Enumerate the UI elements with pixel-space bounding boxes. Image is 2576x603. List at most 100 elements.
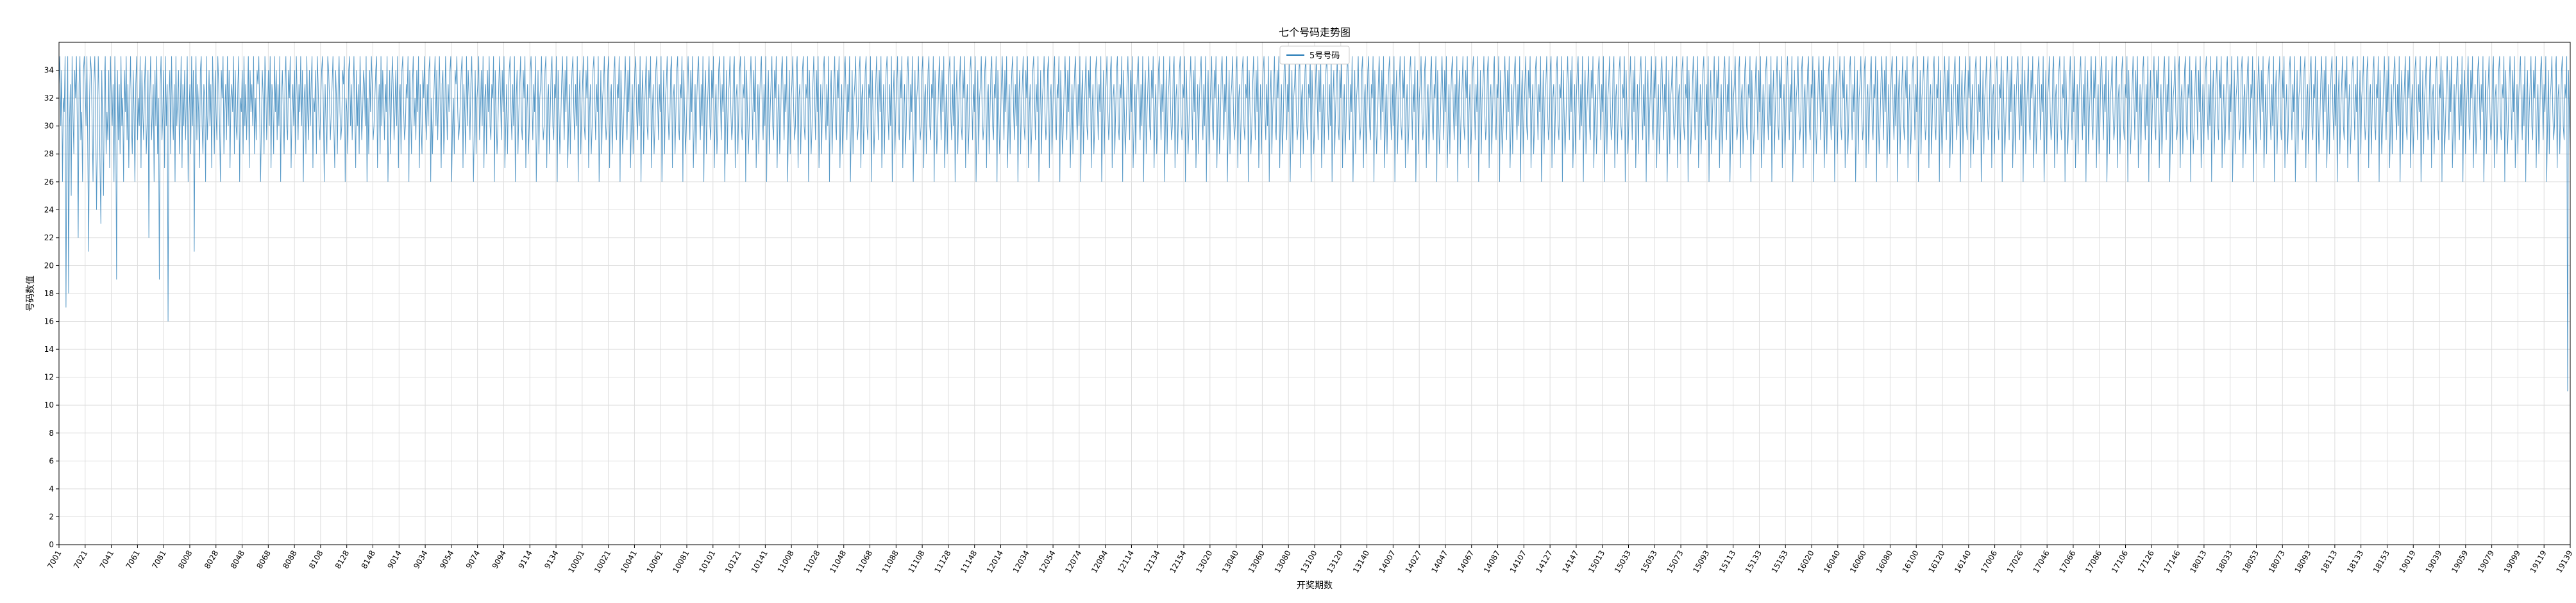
x-tick-label: 16100 bbox=[1901, 549, 1921, 575]
x-tick-label: 17126 bbox=[2136, 549, 2156, 575]
x-tick-label: 17086 bbox=[2084, 549, 2103, 575]
x-tick-label: 15093 bbox=[1691, 549, 1711, 575]
x-tick-label: 18033 bbox=[2214, 549, 2234, 575]
x-tick-label: 10141 bbox=[750, 549, 770, 575]
x-tick-label: 18093 bbox=[2293, 549, 2312, 575]
x-tick-label: 18053 bbox=[2241, 549, 2260, 575]
x-tick-label: 13040 bbox=[1220, 549, 1240, 575]
x-tick-label: 19079 bbox=[2476, 549, 2496, 575]
x-tick-label: 19059 bbox=[2450, 549, 2470, 575]
x-tick-label: 7001 bbox=[46, 549, 63, 570]
y-tick-label: 0 bbox=[49, 540, 54, 549]
y-tick-label: 4 bbox=[49, 484, 54, 493]
x-tick-label: 14107 bbox=[1508, 549, 1528, 575]
x-tick-label: 16020 bbox=[1796, 549, 1815, 575]
x-tick-label: 9134 bbox=[543, 549, 560, 570]
y-tick-label: 24 bbox=[44, 205, 54, 214]
x-tick-label: 11008 bbox=[776, 549, 796, 575]
x-tick-label: 10041 bbox=[619, 549, 639, 575]
x-tick-label: 17146 bbox=[2162, 549, 2182, 575]
x-tick-label: 9094 bbox=[491, 549, 508, 570]
legend: 5号号码 bbox=[1279, 45, 1350, 65]
x-tick-label: 10101 bbox=[697, 549, 717, 575]
y-tick-label: 18 bbox=[44, 289, 54, 298]
x-tick-label: 13020 bbox=[1194, 549, 1214, 575]
x-tick-label: 8048 bbox=[229, 549, 246, 570]
x-tick-label: 15013 bbox=[1587, 549, 1606, 575]
x-tick-label: 8028 bbox=[203, 549, 220, 570]
x-tick-label: 10081 bbox=[671, 549, 691, 575]
plot-frame bbox=[58, 42, 2571, 545]
x-tick-label: 12094 bbox=[1090, 549, 1109, 575]
y-tick-label: 22 bbox=[44, 233, 54, 242]
x-tick-label: 8108 bbox=[307, 549, 324, 570]
x-tick-label: 9034 bbox=[412, 549, 429, 570]
x-tick-label: 17006 bbox=[1979, 549, 1999, 575]
y-tick-label: 32 bbox=[44, 94, 54, 103]
x-tick-label: 11068 bbox=[854, 549, 874, 575]
y-tick-label: 30 bbox=[44, 122, 54, 131]
y-tick-label: 2 bbox=[49, 512, 54, 521]
x-tick-label: 14127 bbox=[1535, 549, 1554, 575]
x-tick-label: 8128 bbox=[333, 549, 351, 570]
x-tick-label: 12034 bbox=[1011, 549, 1031, 575]
x-tick-label: 14147 bbox=[1560, 549, 1580, 575]
x-tick-label: 19119 bbox=[2529, 549, 2548, 575]
x-tick-label: 13100 bbox=[1299, 549, 1318, 575]
x-tick-label: 18133 bbox=[2345, 549, 2365, 575]
grid bbox=[58, 42, 2571, 545]
x-tick-label: 16040 bbox=[1822, 549, 1842, 575]
x-tick-label: 10121 bbox=[723, 549, 743, 575]
x-axis-title: 开奖期数 bbox=[1297, 580, 1333, 591]
x-tick-label: 16080 bbox=[1874, 549, 1894, 575]
x-tick-label: 17046 bbox=[2032, 549, 2051, 575]
x-tick-label: 9114 bbox=[516, 549, 534, 570]
x-tick-label: 11028 bbox=[802, 549, 821, 575]
x-tick-label: 9014 bbox=[385, 549, 403, 570]
x-tick-label: 16140 bbox=[1953, 549, 1973, 575]
x-tick-label: 13140 bbox=[1351, 549, 1371, 575]
x-tick-label: 17106 bbox=[2110, 549, 2130, 575]
legend-box bbox=[1279, 45, 1350, 65]
x-tick-label: 17026 bbox=[2005, 549, 2025, 575]
x-tick-label: 7061 bbox=[124, 549, 142, 570]
x-tick-label: 16120 bbox=[1926, 549, 1946, 575]
x-tick-label: 19039 bbox=[2423, 549, 2443, 575]
y-tick-label: 26 bbox=[44, 178, 54, 186]
x-tick-label: 18113 bbox=[2319, 549, 2339, 575]
x-tick-label: 15073 bbox=[1665, 549, 1685, 575]
x-tick-label: 17066 bbox=[2057, 549, 2077, 575]
x-tick-label: 11048 bbox=[828, 549, 848, 575]
x-tick-label: 7041 bbox=[98, 549, 115, 570]
y-tick-label: 28 bbox=[44, 149, 54, 158]
x-tick-label: 9074 bbox=[464, 549, 482, 570]
x-tick-label: 15113 bbox=[1717, 549, 1737, 575]
x-tick-label: 14047 bbox=[1429, 549, 1449, 575]
x-tick-label: 13060 bbox=[1247, 549, 1267, 575]
x-tick-label: 15133 bbox=[1744, 549, 1764, 575]
x-axis: 7001 7021 7041 7061 7081 8008 8028 8048 8068 8088… bbox=[46, 545, 2575, 575]
y-tick-label: 14 bbox=[44, 345, 54, 354]
y-axis-title: 号码数值 bbox=[26, 276, 36, 311]
x-tick-label: 12014 bbox=[985, 549, 1005, 575]
x-tick-label: 7021 bbox=[72, 549, 89, 570]
x-tick-label: 16060 bbox=[1848, 549, 1868, 575]
x-tick-label: 15033 bbox=[1613, 549, 1633, 575]
x-tick-label: 14087 bbox=[1482, 549, 1502, 575]
x-tick-label: 11088 bbox=[880, 549, 900, 575]
x-tick-label: 18153 bbox=[2371, 549, 2391, 575]
x-tick-label: 12054 bbox=[1037, 549, 1057, 575]
x-tick-label: 8148 bbox=[360, 549, 377, 570]
x-tick-label: 19139 bbox=[2554, 549, 2574, 575]
x-tick-label: 11128 bbox=[932, 549, 952, 575]
x-tick-label: 14067 bbox=[1456, 549, 1476, 575]
x-tick-label: 15053 bbox=[1639, 549, 1659, 575]
x-tick-label: 11108 bbox=[907, 549, 927, 575]
x-tick-label: 8008 bbox=[176, 549, 194, 570]
x-tick-label: 11148 bbox=[959, 549, 979, 575]
x-tick-label: 18073 bbox=[2267, 549, 2287, 575]
x-tick-label: 13080 bbox=[1273, 549, 1293, 575]
x-tick-label: 12114 bbox=[1116, 549, 1136, 575]
